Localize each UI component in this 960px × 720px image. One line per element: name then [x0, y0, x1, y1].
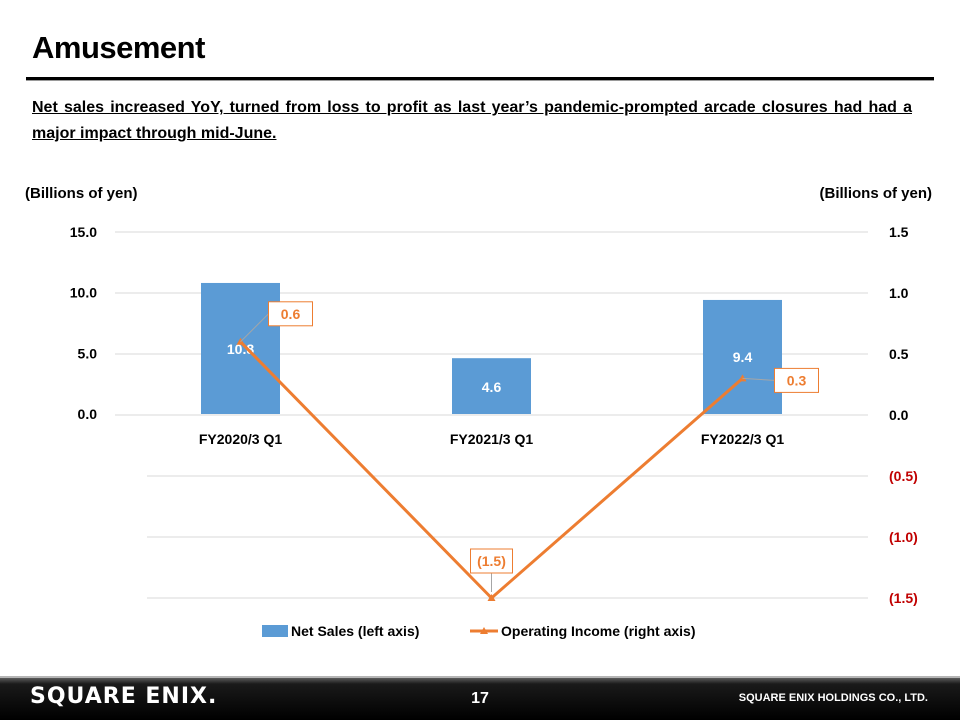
right-axis-tick-label: 0.5 [889, 346, 909, 362]
company-name: SQUARE ENIX HOLDINGS CO., LTD. [738, 692, 928, 704]
left-axis-tick-label: 15.0 [70, 224, 97, 240]
operating-income-label-box [470, 548, 513, 574]
data-label-leader [240, 313, 269, 343]
combo-chart: 0.0 5.0 10.0 15.0 1.5 1.0 0.5 0.0 (0.5) (1.0) (1.5… [70, 224, 918, 639]
category-label: FY2021/3 Q1 [450, 431, 533, 447]
footer-bar [0, 678, 960, 720]
left-axis-unit: (Billions of yen) [25, 185, 138, 202]
data-label-leader [742, 377, 775, 381]
left-axis-tick-label: 10.0 [70, 285, 97, 301]
footer-divider [0, 676, 960, 678]
legend-label-operating-income: Operating Income (right axis) [501, 623, 695, 639]
left-axis-tick-label: 0.0 [78, 406, 98, 422]
operating-income-label-box [774, 367, 819, 393]
category-label: FY2022/3 Q1 [701, 431, 784, 447]
right-axis-tick-label: (1.0) [889, 529, 918, 545]
title-divider [26, 77, 934, 80]
title-divider-shadow [26, 80, 934, 81]
operating-income-data-label: 0.3 [787, 372, 807, 388]
brand-logo: SQUARE ENIX. [30, 684, 218, 709]
right-axis-tick-label: (0.5) [889, 468, 918, 484]
legend-swatch-net-sales [262, 625, 288, 637]
operating-income-label-box [268, 301, 313, 327]
operating-income-marker [487, 594, 496, 601]
net-sales-bar [452, 358, 531, 414]
category-label: FY2020/3 Q1 [199, 431, 282, 447]
operating-income-data-label: (1.5) [477, 553, 506, 569]
right-axis-tick-label: 1.5 [889, 224, 909, 240]
legend-label-net-sales: Net Sales (left axis) [291, 623, 419, 639]
net-sales-data-label: 10.8 [227, 341, 254, 357]
summary-text: Net sales increased YoY, turned from los… [32, 99, 912, 142]
net-sales-data-label: 9.4 [733, 349, 753, 365]
legend-marker-operating-income [480, 627, 488, 634]
right-axis-unit: (Billions of yen) [819, 185, 933, 202]
right-axis-tick-label: 0.0 [889, 407, 909, 423]
right-axis-tick-label: (1.5) [889, 590, 918, 606]
operating-income-data-label: 0.6 [281, 306, 301, 322]
operating-income-marker [738, 374, 747, 382]
left-axis-tick-label: 5.0 [78, 345, 98, 361]
net-sales-bar [201, 282, 280, 414]
net-sales-data-label: 4.6 [482, 379, 502, 395]
page-title: Amusement [32, 30, 205, 65]
right-axis-tick-label: 1.0 [889, 285, 909, 301]
net-sales-bar [703, 299, 782, 414]
page-number: 17 [471, 690, 489, 707]
